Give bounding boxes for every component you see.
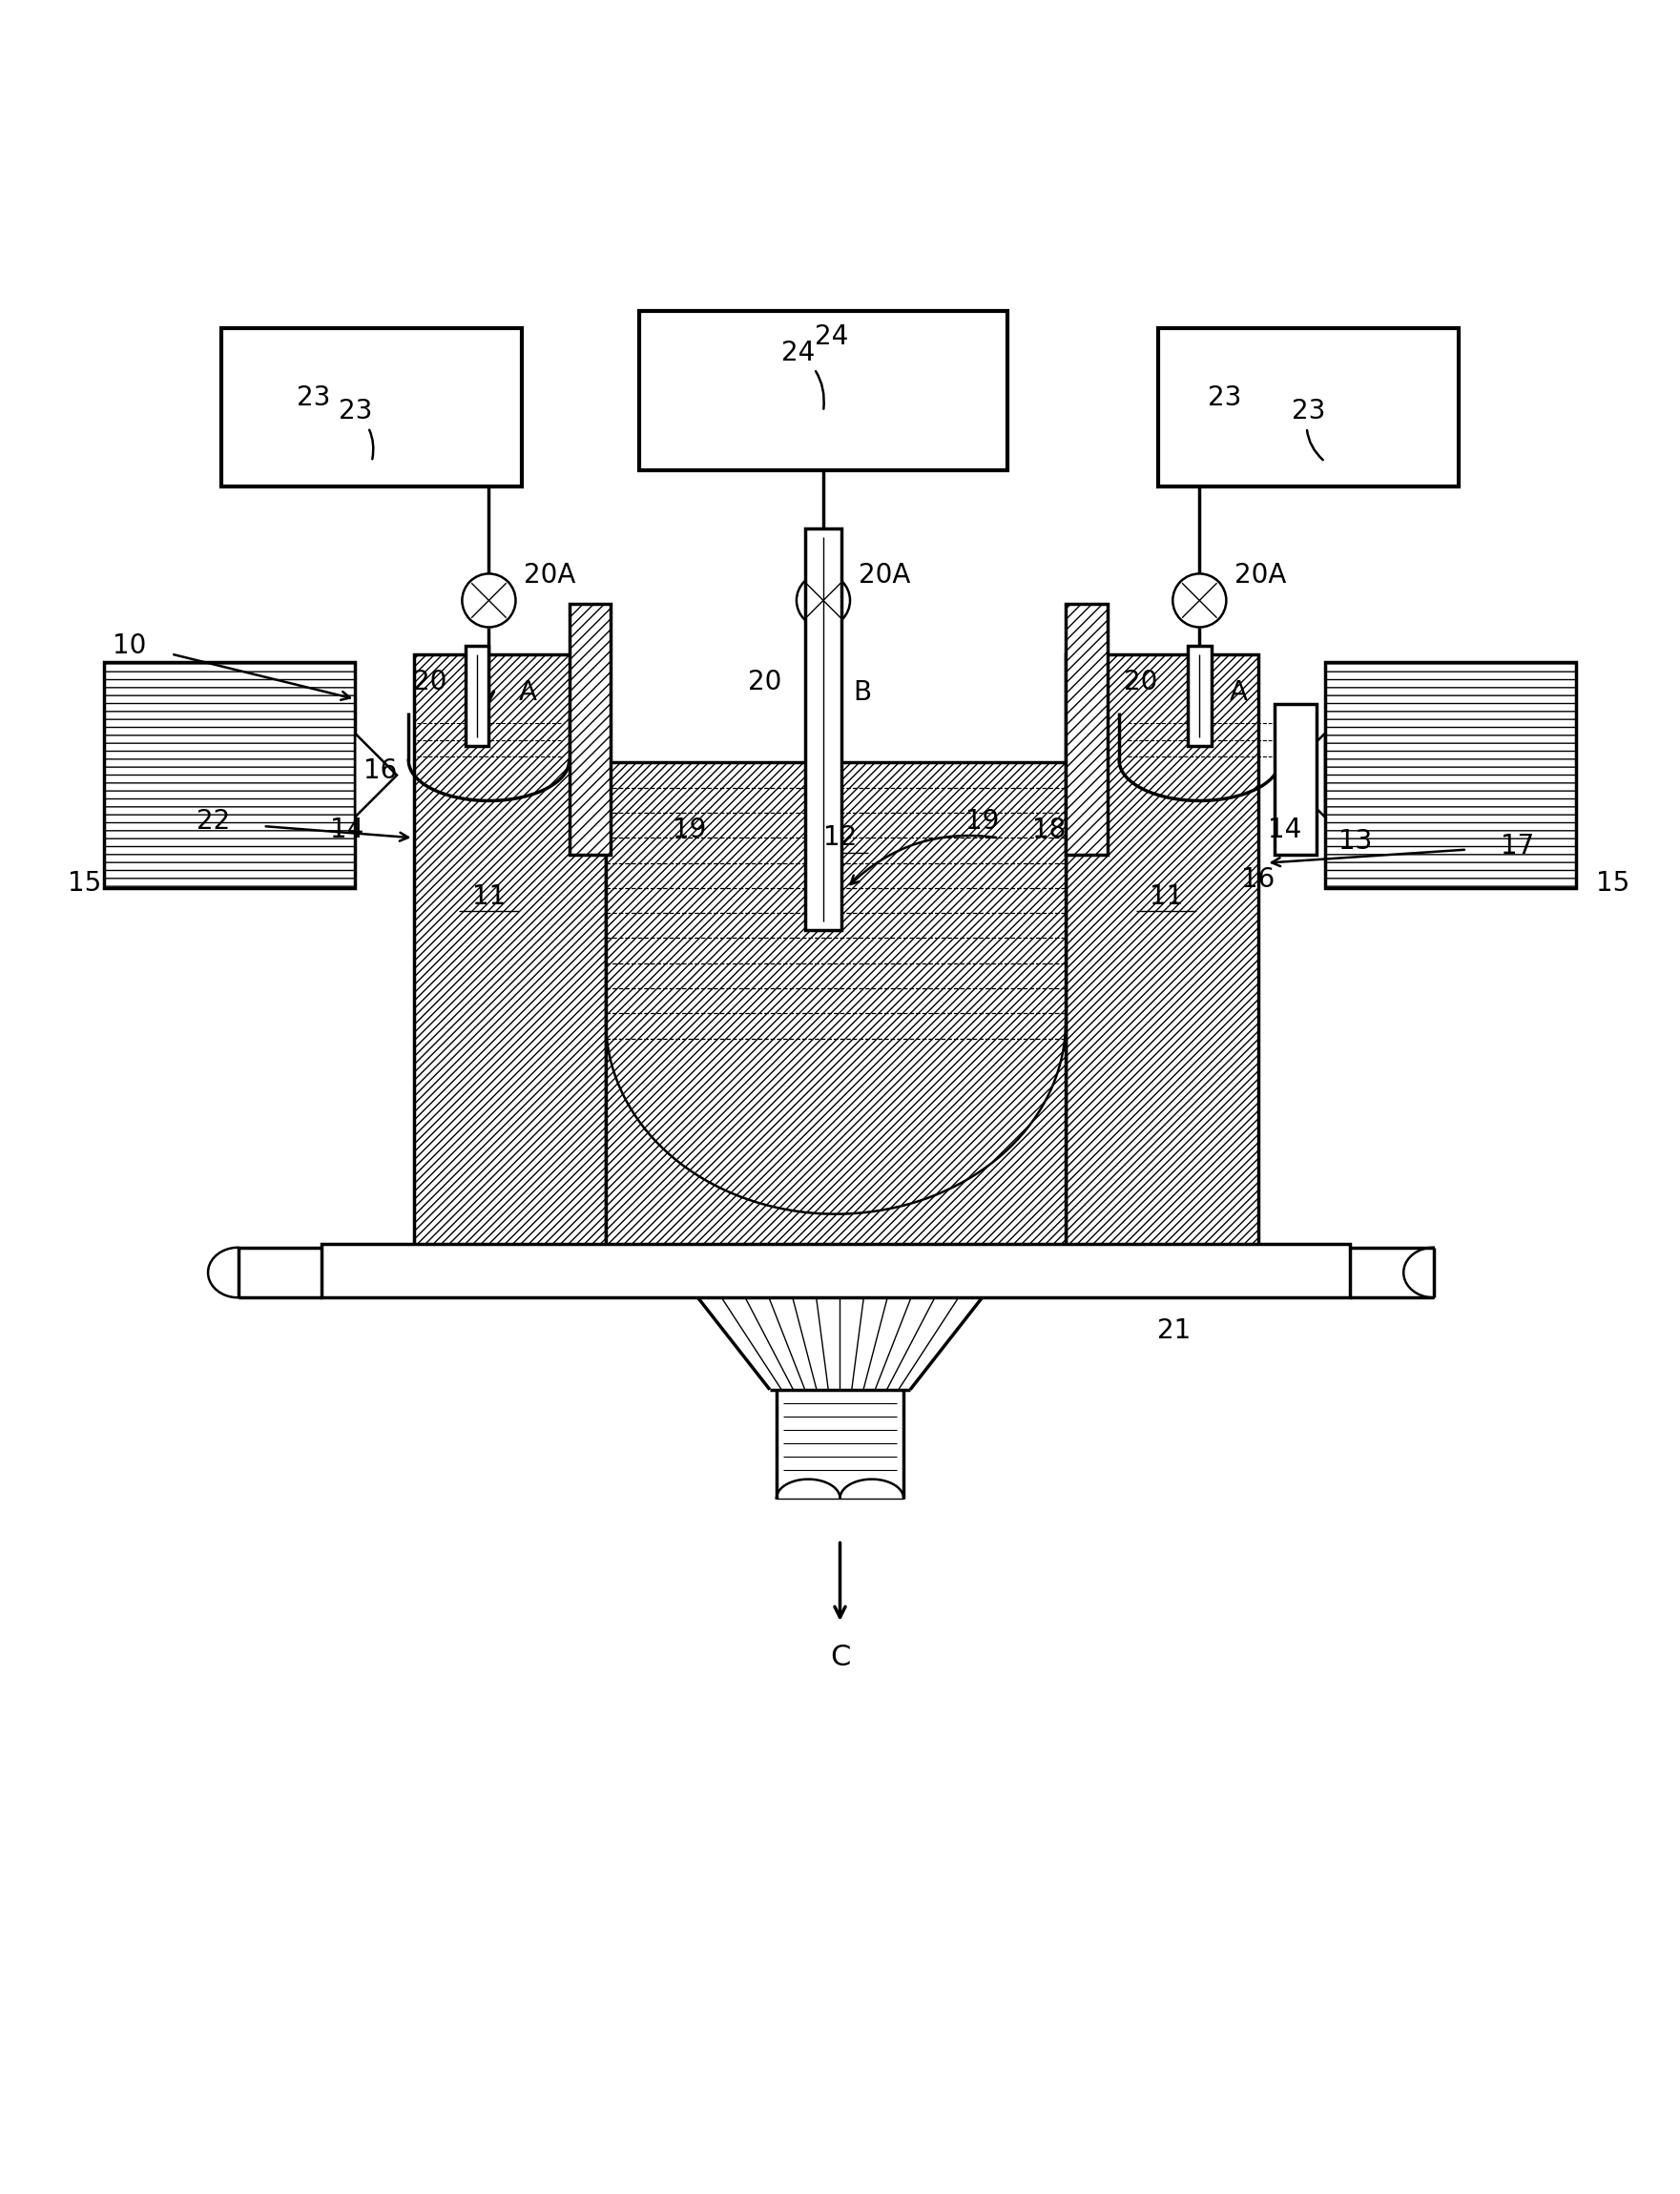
Bar bbox=[465, 645, 489, 746]
Bar bbox=[321, 1244, 1351, 1297]
Text: 20: 20 bbox=[748, 669, 781, 695]
Text: 23: 23 bbox=[297, 384, 331, 412]
Text: A: A bbox=[519, 680, 538, 706]
Text: 15: 15 bbox=[67, 869, 101, 897]
Text: 20: 20 bbox=[413, 669, 447, 695]
Text: 23: 23 bbox=[338, 397, 373, 459]
Text: 19: 19 bbox=[672, 816, 707, 842]
Text: 13: 13 bbox=[1339, 827, 1373, 853]
Bar bbox=[640, 312, 1008, 470]
Bar bbox=[1065, 603, 1107, 856]
Text: 20A: 20A bbox=[858, 562, 911, 588]
Bar bbox=[1188, 645, 1211, 746]
Text: 11: 11 bbox=[1149, 882, 1183, 911]
Text: 21: 21 bbox=[1158, 1319, 1191, 1345]
Text: 18: 18 bbox=[1032, 816, 1065, 842]
Text: 20A: 20A bbox=[524, 562, 576, 588]
Bar bbox=[338, 1244, 1334, 1297]
Text: 15: 15 bbox=[1596, 869, 1630, 897]
Circle shape bbox=[1173, 573, 1226, 627]
Text: 16: 16 bbox=[363, 757, 396, 783]
Text: 20: 20 bbox=[1124, 669, 1158, 695]
Bar bbox=[1158, 327, 1458, 487]
Text: 17: 17 bbox=[1500, 834, 1534, 860]
Bar bbox=[104, 663, 354, 889]
Polygon shape bbox=[1284, 733, 1326, 816]
Bar bbox=[222, 327, 522, 487]
Text: 11: 11 bbox=[472, 882, 506, 911]
Bar bbox=[805, 529, 842, 930]
Bar bbox=[1275, 704, 1317, 856]
Circle shape bbox=[462, 573, 516, 627]
Text: 24: 24 bbox=[815, 323, 848, 349]
Text: B: B bbox=[853, 680, 872, 706]
Text: 22: 22 bbox=[197, 807, 230, 834]
Text: 19: 19 bbox=[966, 807, 1000, 834]
Text: 16: 16 bbox=[1242, 867, 1275, 893]
Text: 24: 24 bbox=[781, 340, 823, 408]
Text: 12: 12 bbox=[823, 825, 857, 851]
Text: 14: 14 bbox=[329, 816, 363, 842]
Bar bbox=[413, 654, 606, 1248]
Bar bbox=[1326, 663, 1576, 889]
Text: 20A: 20A bbox=[1235, 562, 1287, 588]
Bar bbox=[1065, 654, 1258, 1248]
Bar bbox=[606, 764, 1065, 1248]
Polygon shape bbox=[354, 733, 396, 816]
Text: A: A bbox=[1230, 680, 1248, 706]
Bar bbox=[570, 603, 612, 856]
Text: 23: 23 bbox=[1292, 397, 1326, 461]
Circle shape bbox=[796, 573, 850, 627]
Text: 14: 14 bbox=[1268, 816, 1302, 842]
Text: C: C bbox=[830, 1643, 850, 1672]
Text: 23: 23 bbox=[1208, 384, 1242, 412]
Text: 10: 10 bbox=[113, 632, 146, 658]
